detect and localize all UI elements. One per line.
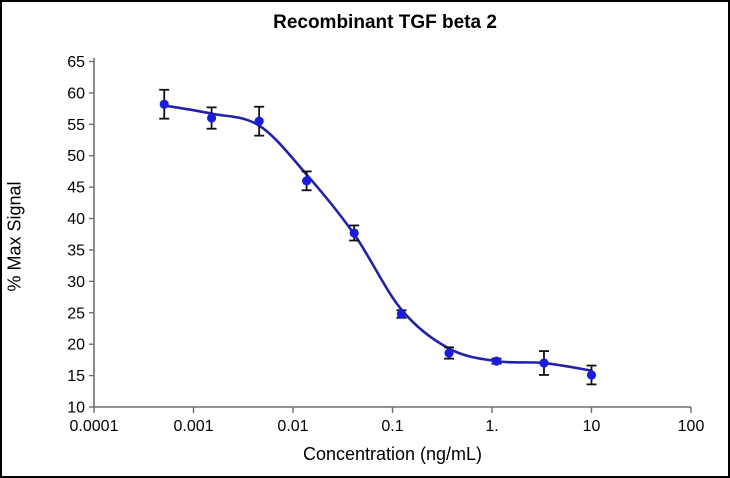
x-tick-label: 0.0001 bbox=[70, 418, 119, 435]
y-tick-label: 15 bbox=[67, 368, 85, 385]
y-tick-label: 35 bbox=[67, 242, 85, 259]
x-tick-label: 100 bbox=[678, 418, 705, 435]
y-tick-label: 25 bbox=[67, 305, 85, 322]
data-point bbox=[396, 309, 407, 319]
x-tick-label: 0.001 bbox=[173, 418, 213, 435]
data-point bbox=[206, 113, 217, 123]
x-tick-label: 0.01 bbox=[277, 418, 308, 435]
data-point bbox=[586, 370, 597, 380]
x-tick-label: 1. bbox=[485, 418, 498, 435]
data-point bbox=[254, 116, 264, 126]
y-tick-label: 30 bbox=[67, 274, 85, 291]
y-tick-label: 65 bbox=[67, 54, 85, 71]
y-tick-label: 40 bbox=[67, 211, 85, 228]
y-tick-label: 60 bbox=[67, 85, 85, 102]
y-tick-label: 55 bbox=[67, 117, 85, 134]
y-tick-label: 45 bbox=[67, 180, 85, 197]
y-tick-label: 10 bbox=[67, 400, 85, 417]
x-tick-label: 0.1 bbox=[381, 418, 403, 435]
data-point bbox=[159, 99, 169, 109]
y-tick-label: 20 bbox=[67, 337, 85, 354]
y-tick-label: 50 bbox=[67, 148, 85, 165]
data-point bbox=[491, 356, 502, 366]
chart-title: Recombinant TGF beta 2 bbox=[273, 12, 497, 33]
x-tick-label: 10 bbox=[583, 418, 601, 435]
fit-curve bbox=[162, 104, 593, 372]
data-point bbox=[302, 176, 312, 186]
data-point bbox=[349, 228, 359, 238]
x-axis-title: Concentration (ng/mL) bbox=[302, 444, 483, 464]
data-point bbox=[444, 348, 454, 358]
data-point bbox=[539, 358, 549, 368]
